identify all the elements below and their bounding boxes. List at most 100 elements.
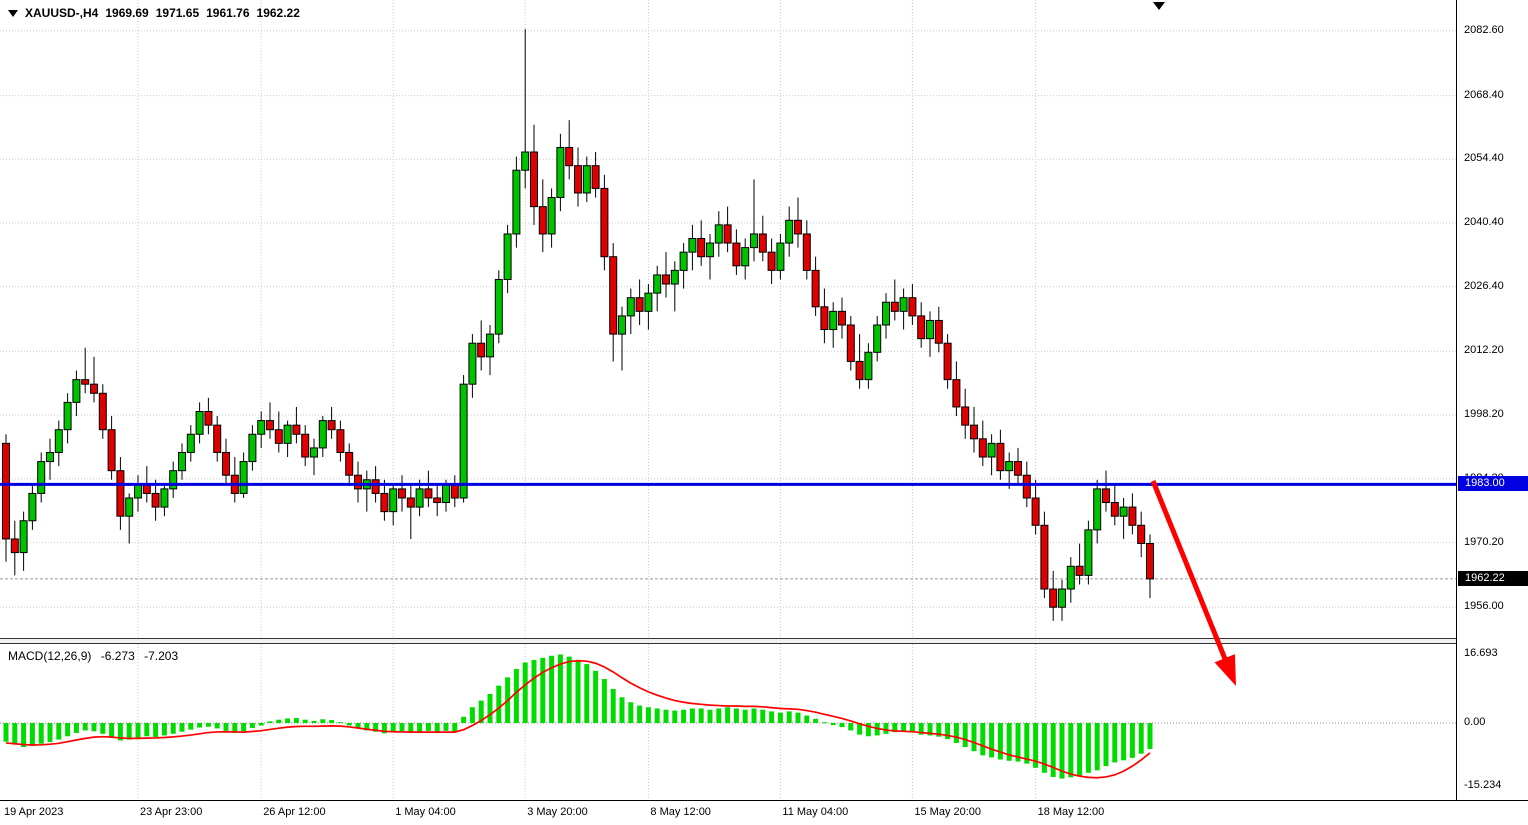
macd-bar [285,718,291,723]
macd-bar [645,707,651,723]
macd-bar [1015,723,1021,762]
candlestick-chart-svg[interactable] [0,0,1456,638]
bear-candle-body [635,297,644,312]
bear-candle-body [301,433,310,458]
bear-candle-body [846,324,855,362]
macd-bar [205,723,211,727]
macd-bar [989,723,995,758]
symbol-timeframe: XAUUSD-,H4 [25,6,99,20]
main-chart-panel[interactable]: XAUUSD-,H4 1969.69 1971.65 1961.76 1962.… [0,0,1456,638]
bear-candle-body [996,442,1005,472]
macd-bar [786,711,792,723]
macd-bar [329,720,335,723]
macd-bar [364,723,370,731]
bull-candle-body [28,492,37,522]
macd-bar [496,685,502,723]
macd-bar [733,708,739,723]
bear-candle-body [952,379,961,408]
date-tick-label: 19 Apr 2023 [4,806,64,818]
bull-candle-body [653,274,662,294]
bear-candle-body [890,301,899,312]
date-tick-label: 15 May 20:00 [914,806,982,818]
bear-candle-body [855,360,864,381]
bear-candle-body [697,238,706,258]
bear-candle-body [908,297,917,317]
macd-bar [522,662,528,723]
macd-bar [566,656,572,723]
macd-bar [399,723,405,732]
bull-candle-body [248,433,257,463]
macd-bar [549,655,555,723]
bull-candle-body [547,197,556,235]
chart-shift-marker-icon[interactable] [1153,2,1165,10]
macd-bar [628,702,634,723]
date-tick-label: 23 Apr 23:00 [140,806,203,818]
macd-indicator-panel[interactable]: MACD(12,26,9) -6.273 -7.203 [0,644,1456,800]
macd-bar [29,723,35,746]
macd-bar [170,723,176,734]
bear-candle-body [530,151,538,208]
bull-candle-body [670,269,679,285]
macd-bar [109,723,115,738]
macd-bar [144,723,150,737]
bear-candle-body [213,424,222,453]
macd-bar [672,710,678,723]
macd-bar [373,723,379,732]
bull-candle-body [882,301,890,326]
macd-bar [100,723,106,734]
price-tick-label: 2012.20 [1464,344,1504,357]
bear-candle-body [978,438,987,458]
macd-bar [769,711,775,723]
macd-bar [390,723,396,733]
bear-candle-body [758,233,767,253]
bull-candle-body [389,488,398,513]
macd-bar [47,723,53,743]
bull-candle-body [864,351,873,381]
bear-candle-body [591,165,600,189]
bull-candle-body [785,219,794,244]
bull-candle-body [1066,565,1075,590]
macd-bar [179,723,185,732]
price-tick-label: 2040.40 [1464,216,1504,229]
bear-candle-body [222,451,230,476]
bear-candle-body [433,497,442,504]
bull-candle-body [688,238,697,253]
price-axis[interactable]: 2082.60 2068.40 2054.40 2040.40 2026.40 2012.… [1456,0,1528,800]
macd-bar [337,722,343,724]
macd-bar [267,721,273,723]
symbol-dropdown-icon[interactable] [8,9,18,17]
bear-candle-body [10,538,19,554]
macd-main-value: -6.273 [100,649,135,663]
bear-candle-body [1137,524,1146,545]
macd-bar [513,669,519,723]
macd-bar [1041,723,1047,773]
bull-candle-body [556,146,565,199]
bull-candle-body [741,247,750,267]
macd-bar [1006,723,1012,761]
macd-bar [355,723,361,729]
panel-divider[interactable] [0,638,1528,644]
bull-candle-body [626,297,635,317]
bear-candle-body [398,488,406,499]
bear-candle-body [1110,502,1119,517]
macd-bar [865,723,871,737]
macd-indicator-label: MACD(12,26,9) -6.273 -7.203 [8,649,184,663]
bull-candle-body [72,379,81,403]
bull-candle-body [459,383,468,499]
bear-candle-body [970,424,978,440]
macd-bar [795,712,801,723]
macd-bar [38,723,44,744]
macd-bar [91,723,97,732]
macd-chart-svg[interactable] [0,644,1456,800]
macd-bar [417,723,423,732]
bear-candle-body [1075,565,1084,576]
macd-bar [707,709,713,723]
macd-bar [909,723,915,733]
ohlc-low: 1961.76 [206,6,250,20]
macd-bar [232,723,238,733]
time-axis[interactable]: 19 Apr 2023 23 Apr 23:00 26 Apr 12:00 1 May… [0,800,1528,825]
bear-candle-body [406,497,415,508]
bear-candle-body [204,410,213,426]
bear-candle-body [266,420,274,431]
